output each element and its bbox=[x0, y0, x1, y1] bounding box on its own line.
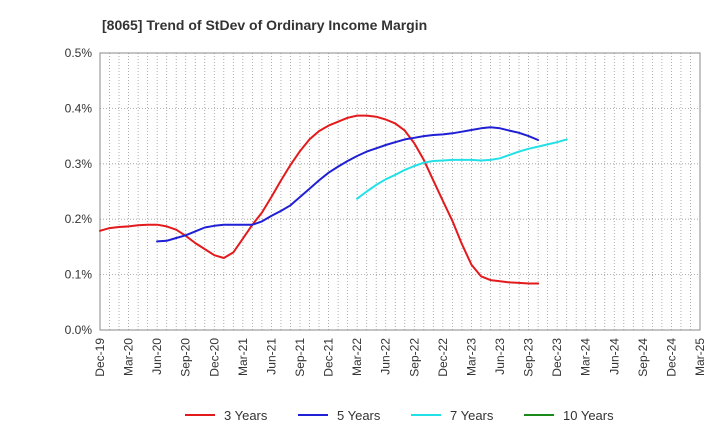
legend-label: 5 Years bbox=[337, 408, 381, 423]
x-tick-label: Dec-19 bbox=[93, 338, 107, 377]
x-tick-label: Mar-23 bbox=[464, 338, 478, 376]
y-tick-label: 0.3% bbox=[65, 157, 93, 171]
y-axis-ticks: 0.0% 0.1% 0.2% 0.3% 0.4% 0.5% bbox=[65, 46, 93, 337]
legend: 3 Years 5 Years 7 Years 10 Years bbox=[185, 408, 614, 423]
x-tick-label: Dec-22 bbox=[436, 338, 450, 377]
y-tick-label: 0.0% bbox=[65, 323, 93, 337]
x-tick-label: Jun-21 bbox=[264, 338, 278, 375]
y-tick-label: 0.2% bbox=[65, 212, 93, 226]
x-tick-label: Dec-24 bbox=[664, 338, 678, 377]
x-tick-label: Jun-24 bbox=[607, 338, 621, 375]
x-tick-label: Jun-20 bbox=[150, 338, 164, 375]
plot-frame bbox=[99, 52, 701, 331]
x-tick-label: Sep-24 bbox=[636, 338, 650, 377]
x-tick-label: Mar-22 bbox=[350, 338, 364, 376]
x-tick-label: Mar-24 bbox=[579, 338, 593, 376]
series-lines bbox=[99, 114, 568, 285]
x-tick-label: Sep-21 bbox=[293, 338, 307, 377]
y-tick-label: 0.4% bbox=[65, 101, 93, 115]
chart-title: [8065] Trend of StDev of Ordinary Income… bbox=[102, 17, 427, 33]
series-line bbox=[356, 138, 568, 200]
x-tick-label: Dec-23 bbox=[550, 338, 564, 377]
legend-label: 3 Years bbox=[224, 408, 268, 423]
y-tick-label: 0.1% bbox=[65, 268, 93, 282]
x-tick-label: Mar-20 bbox=[122, 338, 136, 376]
legend-label: 7 Years bbox=[450, 408, 494, 423]
series-line bbox=[99, 114, 540, 285]
x-tick-label: Mar-21 bbox=[236, 338, 250, 376]
x-tick-label: Sep-22 bbox=[407, 338, 421, 377]
x-tick-label: Dec-20 bbox=[207, 338, 221, 377]
x-tick-label: Sep-23 bbox=[522, 338, 536, 377]
x-tick-label: Dec-21 bbox=[322, 338, 336, 377]
grid bbox=[100, 53, 700, 330]
x-tick-label: Mar-25 bbox=[693, 338, 707, 376]
x-tick-label: Jun-23 bbox=[493, 338, 507, 375]
x-tick-label: Sep-20 bbox=[179, 338, 193, 377]
legend-label: 10 Years bbox=[563, 408, 614, 423]
y-tick-label: 0.5% bbox=[65, 46, 93, 60]
x-tick-label: Jun-22 bbox=[379, 338, 393, 375]
x-axis-ticks: Dec-19 Mar-20 Jun-20 Sep-20 Dec-20 Mar-21 Jun-… bbox=[93, 338, 707, 377]
series-line bbox=[156, 126, 540, 243]
